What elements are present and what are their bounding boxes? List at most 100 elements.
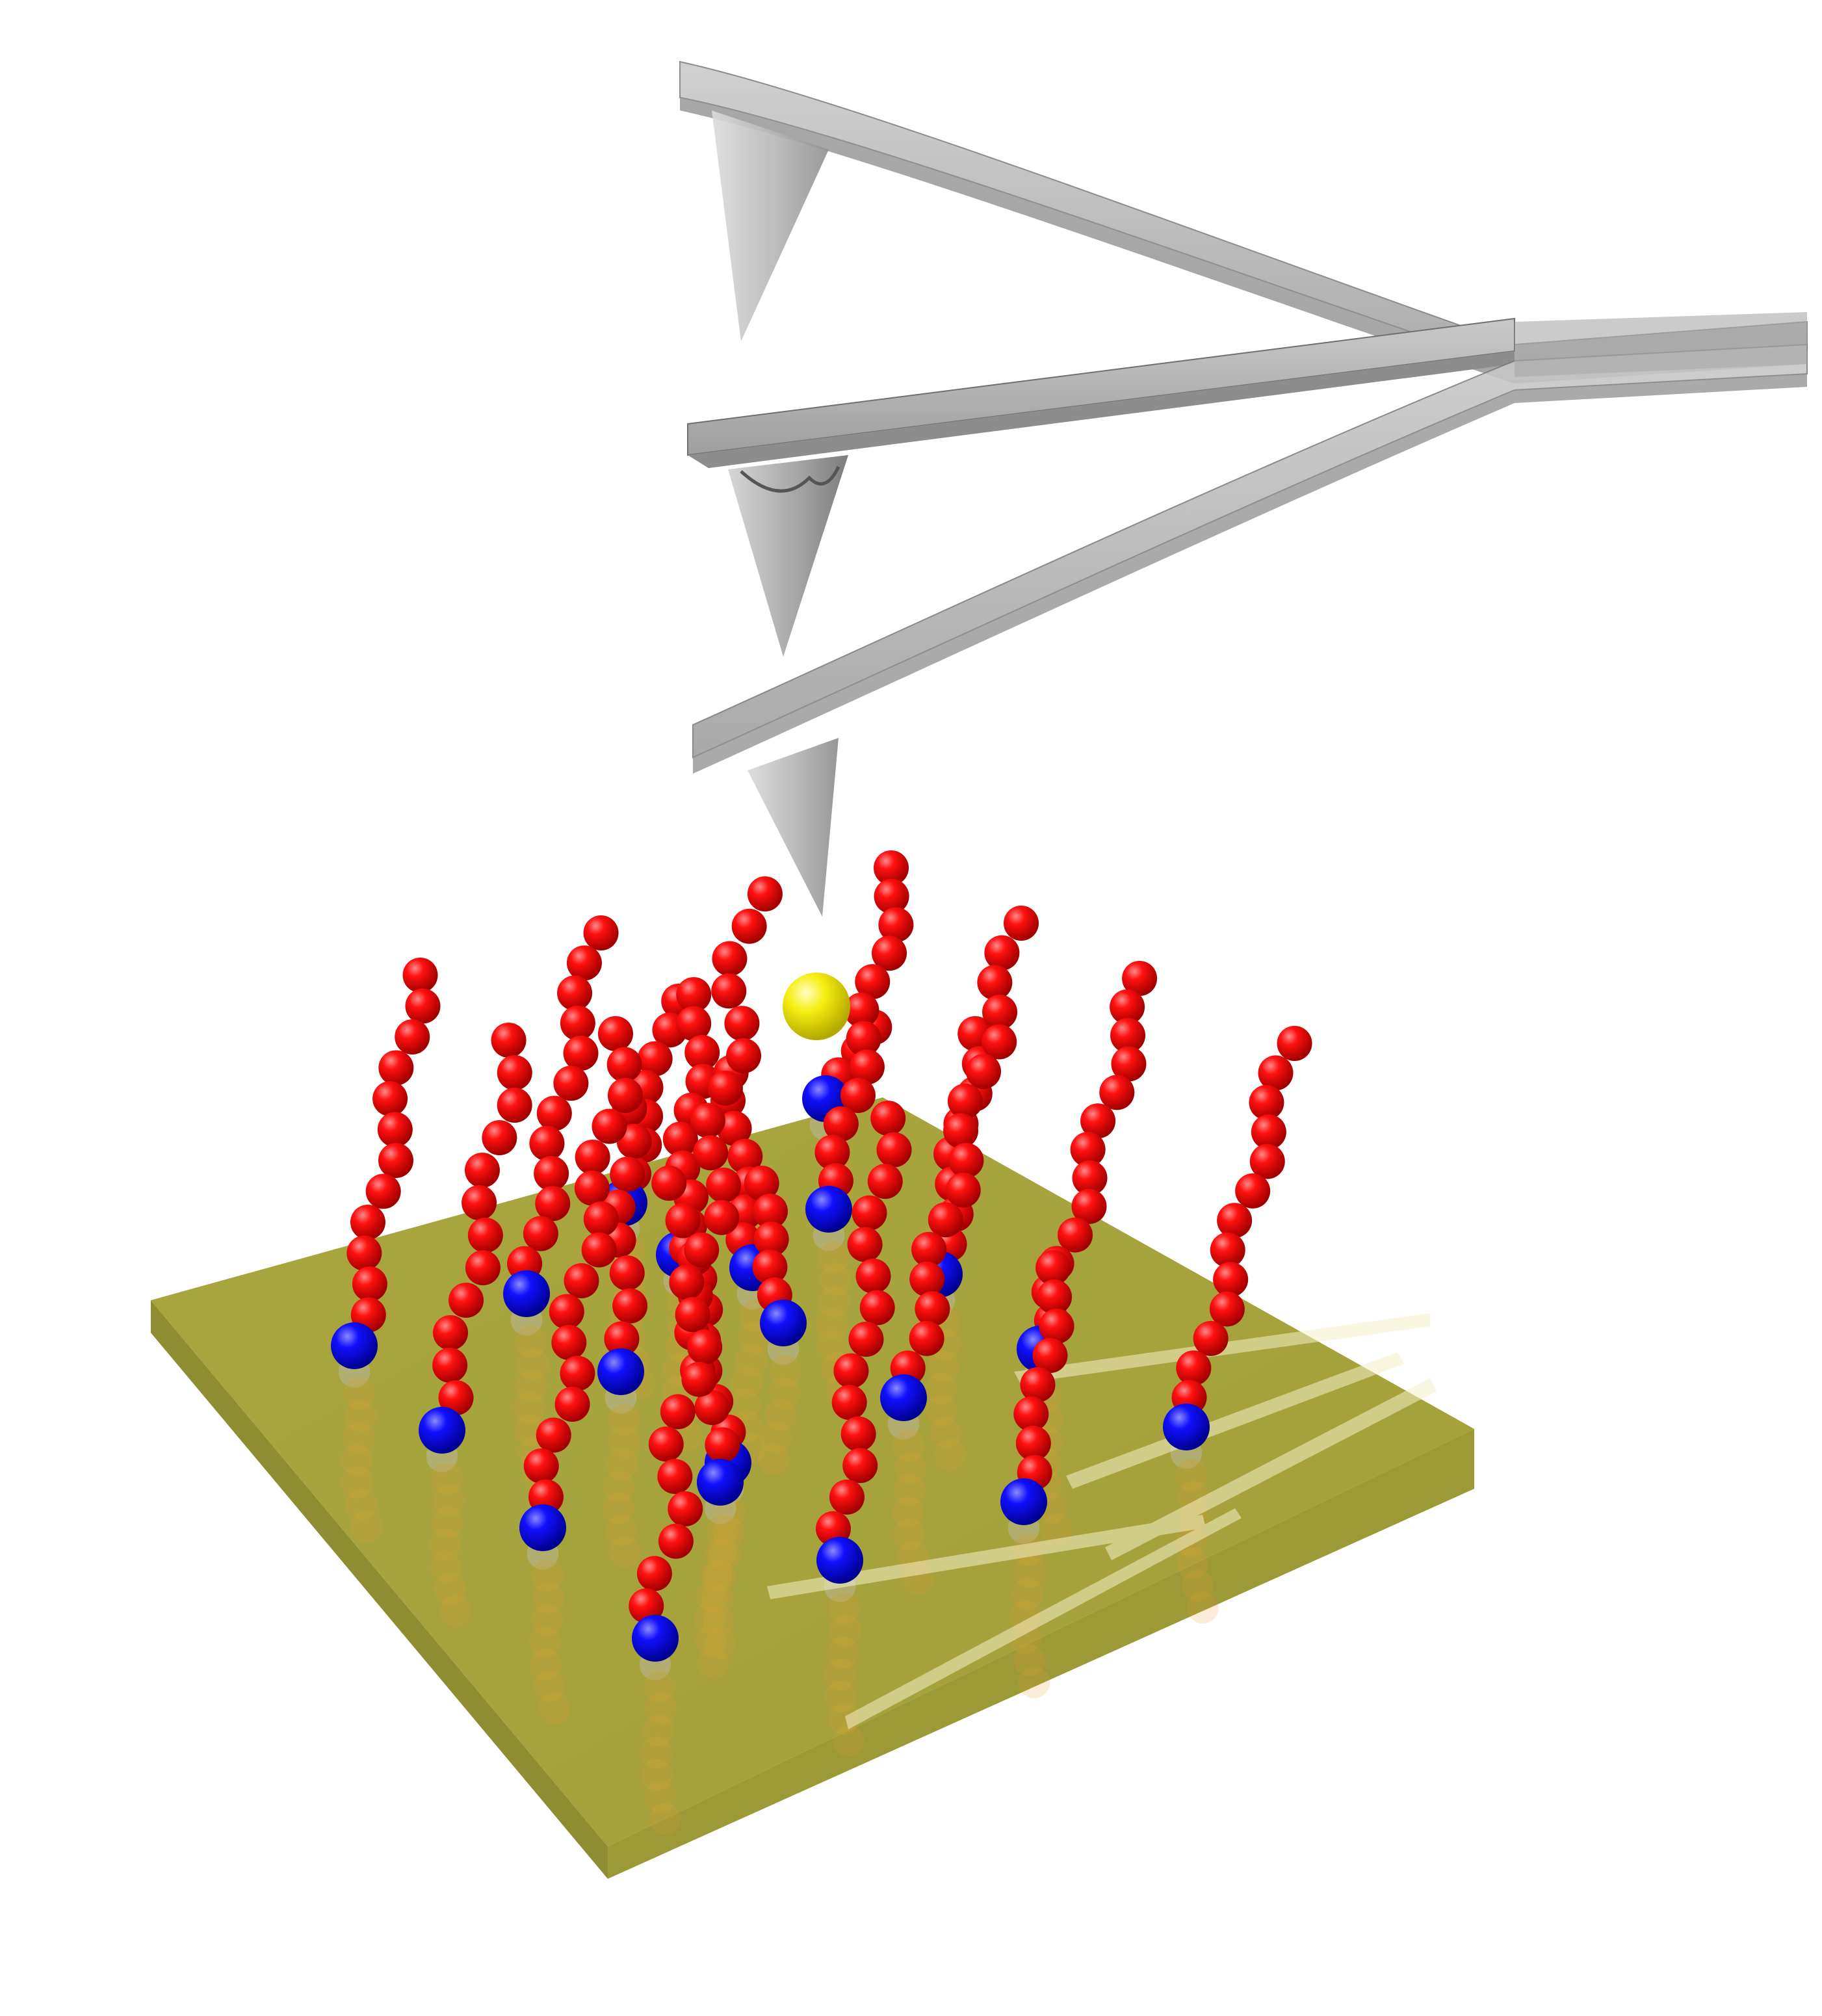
anchor-bead xyxy=(760,1300,807,1346)
monomer-bead xyxy=(844,992,879,1028)
bead-reflection xyxy=(827,1636,859,1669)
monomer-bead xyxy=(612,1288,648,1324)
bead-reflection xyxy=(429,1528,462,1561)
monomer-bead xyxy=(731,908,767,944)
bead-reflection xyxy=(706,1514,738,1547)
bead-reflection xyxy=(701,1583,733,1616)
monomer-bead xyxy=(1071,1188,1107,1224)
monomer-bead xyxy=(1110,1017,1146,1053)
polymer-chain-c16 xyxy=(1163,1026,1312,1450)
monomer-bead xyxy=(365,1173,401,1209)
monomer-bead xyxy=(684,1034,720,1070)
monomer-bead xyxy=(563,1036,599,1071)
bead-reflection xyxy=(818,1285,850,1318)
bead-reflection xyxy=(533,1582,565,1614)
monomer-bead xyxy=(378,1143,413,1178)
monomer-bead xyxy=(712,941,748,976)
monomer-bead xyxy=(564,1263,599,1298)
monomer-bead xyxy=(1020,1367,1056,1402)
monomer-bead xyxy=(872,936,907,971)
bead-reflection xyxy=(644,1670,675,1703)
bead-reflection xyxy=(829,1614,861,1647)
bead-reflection xyxy=(343,1378,375,1410)
monomer-bead xyxy=(482,1120,517,1155)
anchor-bead xyxy=(805,1186,852,1233)
monomer-bead xyxy=(553,1066,589,1101)
monomer-bead xyxy=(405,988,441,1024)
bead-reflection xyxy=(644,1781,677,1813)
anchor-bead xyxy=(597,1348,644,1395)
monomer-bead xyxy=(705,1427,740,1463)
monomer-bead xyxy=(464,1153,500,1188)
monomer-bead xyxy=(497,1055,532,1090)
bead-reflection xyxy=(892,1518,925,1551)
bead-reflection xyxy=(695,1625,727,1657)
bead-reflection xyxy=(769,1355,801,1387)
monomer-bead xyxy=(378,1050,414,1086)
monomer-bead xyxy=(1111,1046,1147,1082)
bead-reflection xyxy=(760,1421,792,1454)
monomer-bead xyxy=(346,1235,382,1271)
bead-reflection xyxy=(705,1536,737,1569)
bead-reflection xyxy=(640,1759,673,1791)
bead-reflection xyxy=(768,1377,801,1409)
anchor-bead xyxy=(331,1322,378,1369)
bead-reflection xyxy=(608,1536,641,1569)
monomer-bead xyxy=(438,1380,474,1415)
monomer-bead xyxy=(1249,1084,1284,1120)
monomer-bead xyxy=(449,1283,484,1318)
monomer-bead xyxy=(554,1387,590,1422)
bead-reflection xyxy=(531,1604,564,1636)
monomer-bead xyxy=(840,1078,876,1113)
bead-reflection xyxy=(818,1241,850,1274)
bead-reflection xyxy=(816,1307,848,1340)
monomer-bead xyxy=(669,1264,705,1300)
monomer-bead xyxy=(752,1250,788,1285)
monomer-bead xyxy=(636,1556,672,1591)
monomer-bead xyxy=(690,1103,725,1138)
monomer-bead xyxy=(1193,1320,1229,1356)
bead-reflection xyxy=(515,1370,547,1402)
monomer-bead xyxy=(657,1459,693,1495)
bead-reflection xyxy=(925,1372,957,1405)
bead-reflection xyxy=(832,1725,865,1757)
monomer-bead xyxy=(848,1322,884,1357)
monomer-bead xyxy=(852,1195,887,1231)
monomer-bead xyxy=(597,1016,633,1051)
anchor-bead xyxy=(419,1407,465,1454)
monomer-bead xyxy=(609,1255,645,1291)
bead-reflection xyxy=(434,1573,466,1605)
cantilevers xyxy=(679,60,1808,917)
monomer-bead xyxy=(1032,1338,1068,1373)
monomer-bead xyxy=(842,1448,878,1484)
monomer-bead xyxy=(829,1479,865,1515)
monomer-bead xyxy=(716,1110,752,1146)
monomer-bead xyxy=(859,1290,895,1326)
monomer-bead xyxy=(982,1024,1017,1060)
bead-reflection xyxy=(1175,1459,1208,1491)
bead-reflection xyxy=(345,1488,378,1521)
monomer-bead xyxy=(583,915,619,950)
monomer-bead xyxy=(909,1320,944,1356)
monomer-bead xyxy=(948,1143,984,1178)
anchor-bead xyxy=(816,1537,863,1584)
monomer-bead xyxy=(693,1135,729,1171)
polymer-chain-c9 xyxy=(805,850,914,1233)
bead-reflection xyxy=(926,1394,957,1427)
monomer-bead xyxy=(965,1054,1001,1090)
monomer-bead xyxy=(724,1006,760,1041)
cantilever-base xyxy=(1515,312,1807,377)
bead-reflection xyxy=(538,1692,570,1725)
monomer-bead xyxy=(867,1164,903,1199)
monomer-bead xyxy=(744,1166,779,1201)
monomer-bead xyxy=(536,1417,571,1453)
bead-reflection xyxy=(528,1626,561,1658)
monomer-bead xyxy=(870,1101,906,1136)
monomer-bead xyxy=(610,1157,645,1192)
bead-reflection xyxy=(1177,1547,1208,1580)
monomer-bead xyxy=(560,1005,595,1041)
bead-reflection xyxy=(529,1648,562,1681)
monomer-bead xyxy=(1058,1217,1093,1253)
bead-reflection xyxy=(735,1344,767,1376)
monomer-bead xyxy=(549,1294,584,1329)
